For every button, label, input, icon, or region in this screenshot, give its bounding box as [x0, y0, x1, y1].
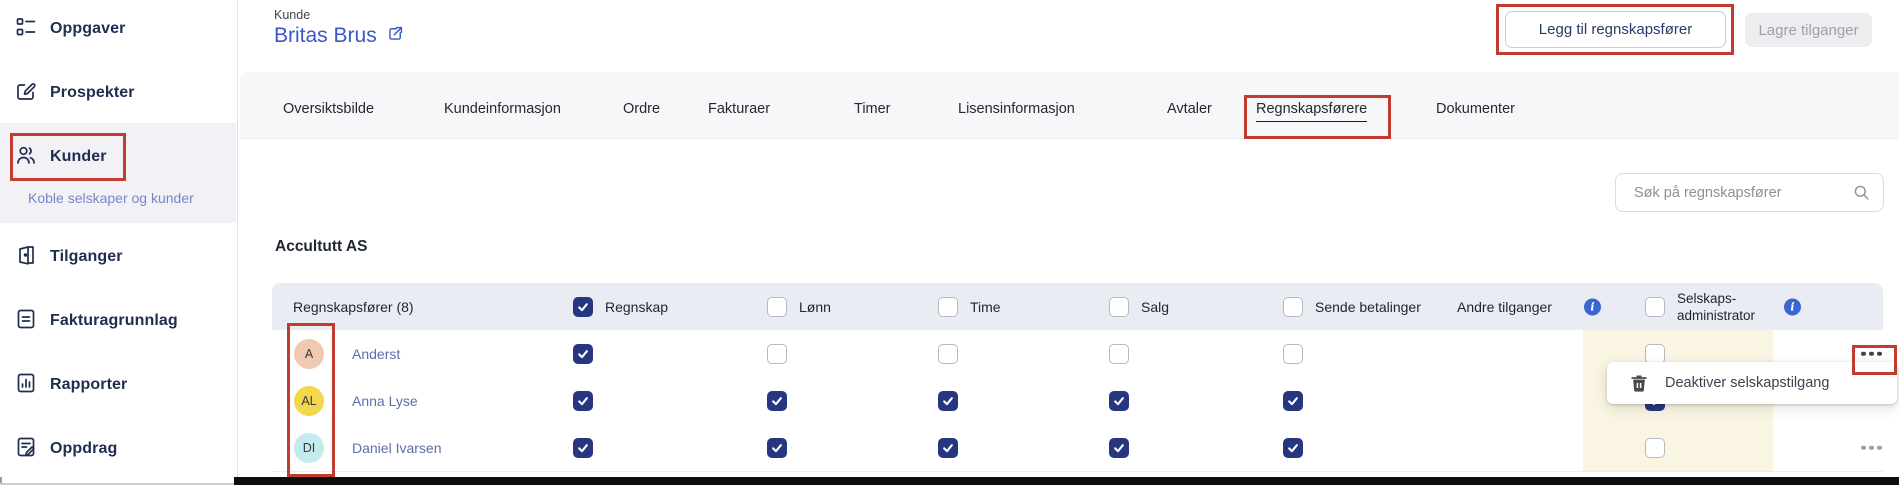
- sidebar-item-prospekter[interactable]: Prospekter: [14, 79, 135, 107]
- column-header-andre-tilganger: Andre tilganger: [1457, 298, 1552, 315]
- column-header-selskapsadministrator: Selskaps-administrator: [1677, 290, 1756, 323]
- row-checkbox-selskapsadministrator[interactable]: [1645, 437, 1665, 458]
- row-checkbox-sende-betalinger[interactable]: [1283, 390, 1303, 411]
- row-checkbox-time[interactable]: [938, 390, 958, 411]
- tab-avtaler[interactable]: Avtaler: [1167, 101, 1212, 117]
- sidebar-item-tilganger[interactable]: Tilganger: [14, 243, 123, 271]
- accountant-name-link[interactable]: Anna Lyse: [352, 392, 418, 409]
- row-checkbox-time[interactable]: [938, 437, 958, 458]
- header-checkbox-time[interactable]: [938, 296, 958, 317]
- sidebar-item-label: Tilganger: [50, 248, 123, 265]
- tab-lisensinformasjon[interactable]: Lisensinformasjon: [958, 101, 1075, 117]
- header-checkbox-selskapsadministrator[interactable]: [1645, 296, 1665, 317]
- tab-fakturaer[interactable]: Fakturaer: [708, 101, 771, 117]
- column-header-regnskapsforer: Regnskapsfører (8): [293, 298, 414, 315]
- sidebar-bottom-line: [0, 483, 234, 485]
- row-checkbox-sende-betalinger[interactable]: [1283, 437, 1303, 458]
- row-checkbox-salg[interactable]: [1109, 390, 1129, 411]
- context-menu-item-deactivate[interactable]: Deaktiver selskapstilgang: [1665, 375, 1830, 391]
- avatar: DI: [294, 432, 324, 463]
- context-menu: Deaktiver selskapstilgang: [1607, 362, 1897, 404]
- row-checkbox-l-nn[interactable]: [767, 390, 787, 411]
- table-header-row: Regnskapsfører (8) Regnskap Lønn Time Salg Se…: [272, 283, 1883, 330]
- sidebar: Oppgaver Prospekter Kunder Tilganger Faktura…: [0, 0, 238, 477]
- search-input[interactable]: [1632, 183, 1852, 202]
- row-checkbox-regnskap[interactable]: [573, 343, 593, 364]
- row-checkbox-regnskap[interactable]: [573, 390, 593, 411]
- reports-icon: [14, 371, 38, 400]
- row-checkbox-l-nn[interactable]: [767, 437, 787, 458]
- accountant-name-link[interactable]: Daniel Ivarsen: [352, 439, 442, 456]
- header-checkbox-l-nn[interactable]: [767, 296, 787, 317]
- search-box: [1615, 173, 1884, 212]
- info-icon[interactable]: i: [1784, 298, 1801, 315]
- tab-bar: [240, 72, 1899, 139]
- sidebar-item-label: Rapporter: [50, 376, 128, 393]
- tab-dokumenter[interactable]: Dokumenter: [1436, 101, 1515, 117]
- tasks-icon: [14, 15, 38, 44]
- row-menu-icon[interactable]: [1857, 345, 1886, 362]
- customers-icon: [14, 143, 38, 172]
- assignments-icon: [14, 435, 38, 464]
- column-header-regnskap: Regnskap: [605, 298, 669, 315]
- page-eyebrow: Kunde: [274, 8, 311, 22]
- sidebar-item-rapporter[interactable]: Rapporter: [14, 371, 127, 399]
- trash-icon: [1631, 375, 1647, 392]
- row-checkbox-time[interactable]: [938, 343, 958, 364]
- sidebar-item-oppgaver[interactable]: Oppgaver: [14, 15, 126, 43]
- avatar: A: [294, 338, 324, 369]
- sidebar-item-label: Fakturagrunnlag: [50, 312, 178, 329]
- sidebar-item-fakturagrunnlag[interactable]: Fakturagrunnlag: [14, 307, 178, 335]
- admin-column-cell: [1583, 424, 1773, 471]
- invoice-icon: [14, 307, 38, 336]
- column-header-time: Time: [970, 298, 1001, 315]
- sidebar-item-label: Prospekter: [50, 84, 135, 101]
- row-checkbox-l-nn[interactable]: [767, 343, 787, 364]
- column-header-salg: Salg: [1141, 298, 1170, 315]
- external-link-icon[interactable]: [386, 24, 405, 48]
- search-icon[interactable]: [1852, 183, 1871, 202]
- sidebar-item-label: Oppdrag: [50, 440, 118, 457]
- row-checkbox-salg[interactable]: [1109, 343, 1129, 364]
- row-menu-icon[interactable]: [1857, 439, 1886, 456]
- company-section-title: Accultutt AS: [275, 238, 368, 255]
- add-accountant-button[interactable]: Legg til regnskapsfører: [1505, 11, 1726, 48]
- window-bottom-edge: [234, 477, 1899, 485]
- sidebar-item-kunder[interactable]: Kunder: [14, 143, 107, 171]
- tab-ordre[interactable]: Ordre: [623, 101, 661, 117]
- info-icon[interactable]: i: [1584, 298, 1601, 315]
- sidebar-subitem-koble-selskaper[interactable]: Koble selskaper og kunder: [28, 190, 194, 206]
- sidebar-item-oppdrag[interactable]: Oppdrag: [14, 435, 117, 463]
- sidebar-item-label: Kunder: [50, 148, 107, 165]
- save-access-button[interactable]: Lagre tilganger: [1745, 13, 1872, 47]
- column-header-l-nn: Lønn: [799, 298, 831, 315]
- tab-kundeinformasjon[interactable]: Kundeinformasjon: [444, 101, 561, 117]
- row-checkbox-regnskap[interactable]: [573, 437, 593, 458]
- accountant-name-link[interactable]: Anderst: [352, 345, 401, 362]
- tab-regnskapsf-rere[interactable]: Regnskapsførere: [1256, 101, 1368, 122]
- header-checkbox-salg[interactable]: [1109, 296, 1129, 317]
- prospects-icon: [14, 79, 38, 108]
- page-title-link[interactable]: Britas Brus: [274, 24, 377, 47]
- sidebar-active-section: [0, 123, 236, 223]
- tab-timer[interactable]: Timer: [854, 101, 891, 117]
- row-checkbox-sende-betalinger[interactable]: [1283, 343, 1303, 364]
- tab-oversiktsbilde[interactable]: Oversiktsbilde: [283, 101, 375, 117]
- header-checkbox-sende-betalinger[interactable]: [1283, 296, 1303, 317]
- row-checkbox-selskapsadministrator[interactable]: [1645, 343, 1665, 364]
- access-icon: [14, 243, 38, 272]
- row-checkbox-salg[interactable]: [1109, 437, 1129, 458]
- column-header-sende-betalinger: Sende betalinger: [1315, 298, 1421, 315]
- header-checkbox-regnskap[interactable]: [573, 296, 593, 317]
- table-row-daniel-ivarsen: DI Daniel Ivarsen: [272, 424, 1883, 472]
- avatar: AL: [294, 385, 324, 416]
- sidebar-item-label: Oppgaver: [50, 20, 126, 37]
